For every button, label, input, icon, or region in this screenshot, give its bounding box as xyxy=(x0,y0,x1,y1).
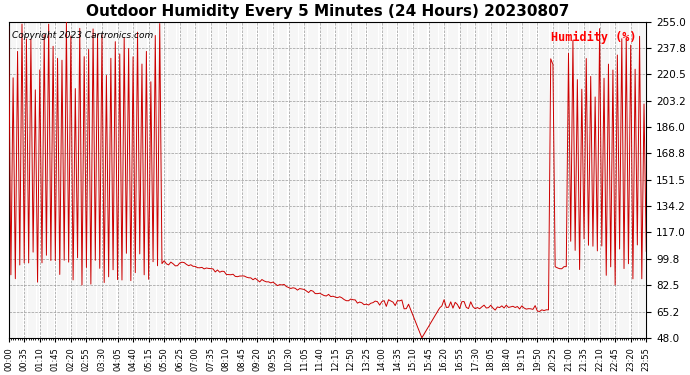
Text: Copyright 2023 Cartronics.com: Copyright 2023 Cartronics.com xyxy=(12,31,153,40)
Title: Outdoor Humidity Every 5 Minutes (24 Hours) 20230807: Outdoor Humidity Every 5 Minutes (24 Hou… xyxy=(86,4,569,19)
Text: Humidity (%): Humidity (%) xyxy=(551,31,637,44)
